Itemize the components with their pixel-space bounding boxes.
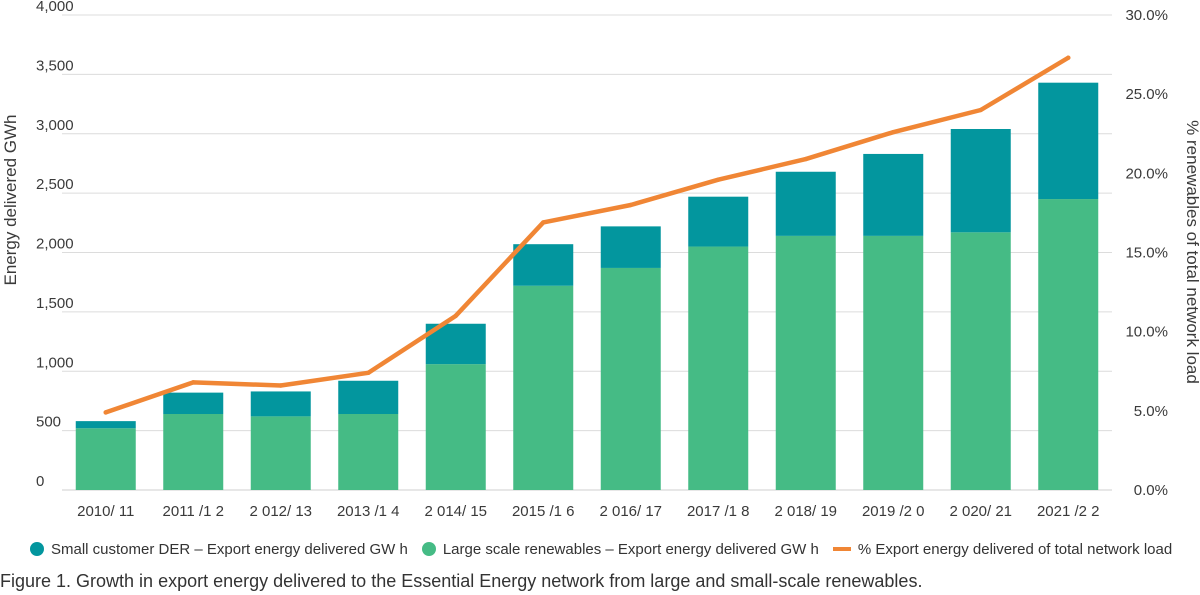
y-tick-label: 2,500 xyxy=(36,176,74,193)
percent-point xyxy=(891,129,896,135)
percent-point xyxy=(541,220,546,225)
gridlines xyxy=(62,14,1112,491)
bar-large-scale xyxy=(688,246,749,490)
y2-tick-label: 25.0% xyxy=(1125,86,1168,103)
bar-small-der xyxy=(688,196,749,247)
y2-axis-title: % renewables of total network load xyxy=(1183,120,1200,384)
bar-small-der xyxy=(75,421,136,429)
right-axis-ticks: 0.0% 5.0% 10.0% 15.0% 20.0% 25.0% 30.0% xyxy=(1125,7,1168,499)
x-tick-label: 2017 /1 8 xyxy=(687,503,750,520)
legend-swatch-der xyxy=(30,542,44,556)
figure-caption: Figure 1. Growth in export energy delive… xyxy=(0,571,923,591)
bar-small-der xyxy=(513,244,574,286)
x-tick-label: 2 018/ 19 xyxy=(774,503,837,520)
percent-line xyxy=(103,55,1071,415)
legend-label-large-scale: Large scale renewables – Export energy d… xyxy=(442,540,819,558)
percent-point xyxy=(453,313,458,319)
percent-point xyxy=(103,410,108,415)
x-tick-label: 2 020/ 21 xyxy=(949,503,1012,520)
y-tick-label: 2,000 xyxy=(36,236,74,253)
x-tick-label: 2010/ 11 xyxy=(77,503,134,520)
bar-large-scale xyxy=(163,414,224,490)
left-axis-ticks: 0 500 1,000 1,500 2,000 2,500 3,000 3,500 4,000 xyxy=(36,0,74,490)
bar-large-scale xyxy=(425,364,486,490)
bar-small-der xyxy=(600,226,661,268)
legend-label-der: Small customer DER – Export energy deliv… xyxy=(51,540,408,558)
percent-series-line xyxy=(103,55,1071,415)
x-tick-label: 2 012/ 13 xyxy=(249,503,312,520)
y2-tick-label: 0.0% xyxy=(1134,482,1168,499)
bar-small-der xyxy=(1038,82,1099,200)
bar-small-der xyxy=(338,380,399,414)
y2-tick-label: 10.0% xyxy=(1125,324,1168,341)
x-tick-label: 2019 /2 0 xyxy=(862,503,925,520)
bar-small-der xyxy=(775,171,836,236)
y-tick-label: 3,000 xyxy=(36,117,74,134)
percent-point xyxy=(978,107,983,113)
x-tick-label: 2011 /1 2 xyxy=(163,503,224,520)
chart-plot: 05001,0001,5002,0002,5003,0003,5004,000 … xyxy=(1,0,1200,520)
legend-item-percent: % Export energy delivered of total netwo… xyxy=(832,540,1173,558)
x-tick-label: 2 014/ 15 xyxy=(424,503,487,520)
y2-tick-label: 20.0% xyxy=(1125,165,1168,182)
bar-large-scale xyxy=(863,235,924,490)
legend-swatch-percent xyxy=(832,547,851,551)
y-tick-label: 0 xyxy=(36,473,44,490)
x-tick-label: 2013 /1 4 xyxy=(337,503,400,520)
y-tick-label: 1,000 xyxy=(36,354,74,371)
bar-large-scale xyxy=(1038,199,1099,490)
bar-large-scale xyxy=(600,267,661,490)
bar-large-scale xyxy=(513,285,574,490)
legend-item-der: Small customer DER – Export energy deliv… xyxy=(30,541,408,558)
y-tick-label: 1,500 xyxy=(36,295,74,312)
percent-point xyxy=(628,202,633,208)
bar-small-der xyxy=(950,129,1011,233)
bar-small-der xyxy=(250,391,311,417)
bar-large-scale xyxy=(950,232,1011,490)
legend: Small customer DER – Export energy deliv… xyxy=(30,538,1186,560)
y-tick-label: 4,000 xyxy=(36,0,74,15)
bar-small-der xyxy=(863,153,924,236)
percent-point xyxy=(366,370,371,376)
percent-point xyxy=(278,383,283,388)
y-tick-label: 500 xyxy=(36,414,61,431)
percent-point xyxy=(191,380,196,385)
bar-large-scale xyxy=(775,235,836,490)
bar-small-der xyxy=(163,392,224,414)
bar-large-scale xyxy=(338,414,399,490)
x-tick-label: 2 016/ 17 xyxy=(599,503,662,520)
bars xyxy=(75,82,1099,490)
x-tick-label: 2015 /1 6 xyxy=(512,503,575,520)
y2-tick-label: 5.0% xyxy=(1134,403,1168,420)
y-axis-title: Energy delivered GWh xyxy=(1,114,20,285)
bar-large-scale xyxy=(75,428,136,490)
percent-point xyxy=(716,177,721,182)
y2-tick-label: 15.0% xyxy=(1125,245,1168,262)
percent-point xyxy=(1066,55,1071,60)
x-axis-ticks: 2010/ 11 2011 /1 2 2 012/ 13 2013 /1 4 2 014… xyxy=(77,503,1099,520)
x-tick-label: 2021 /2 2 xyxy=(1037,503,1100,520)
percent-point xyxy=(803,156,808,162)
y-tick-label: 3,500 xyxy=(36,57,74,74)
bar-large-scale xyxy=(250,416,311,490)
legend-item-large-scale: Large scale renewables – Export energy d… xyxy=(421,540,819,558)
legend-swatch-large-scale xyxy=(421,542,436,556)
y2-tick-label: 30.0% xyxy=(1125,7,1168,24)
legend-label-percent: % Export energy delivered of total netwo… xyxy=(857,540,1173,558)
